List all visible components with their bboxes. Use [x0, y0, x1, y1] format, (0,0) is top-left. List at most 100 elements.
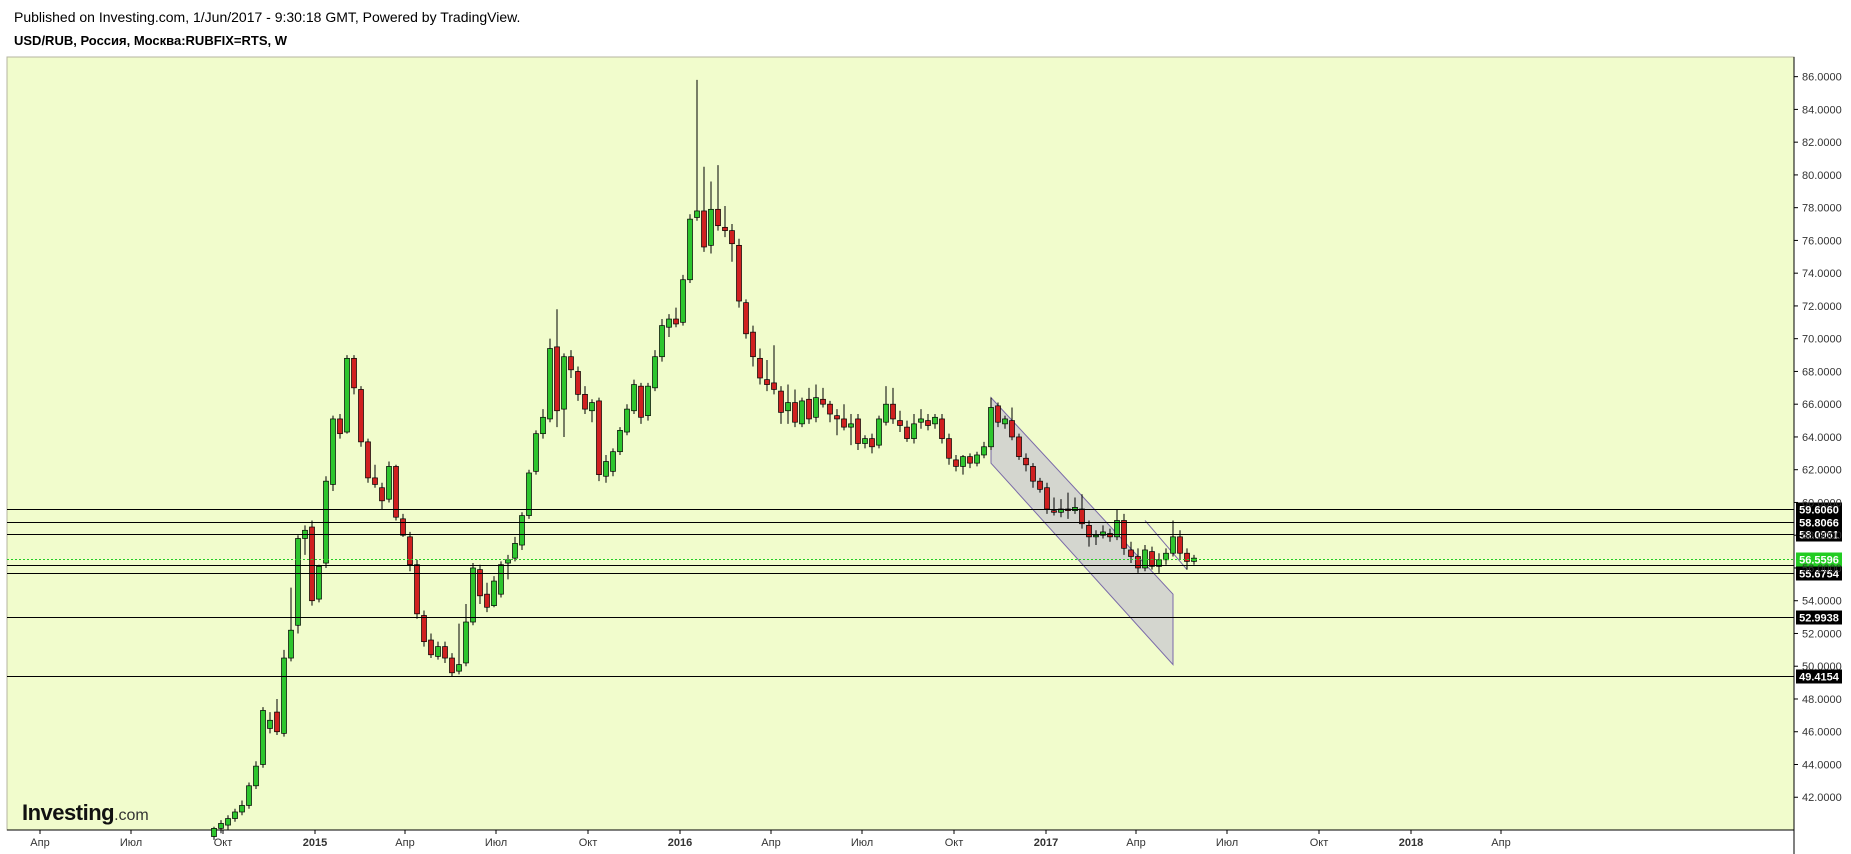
level-label: 49.4154	[1799, 672, 1840, 684]
candle	[729, 224, 735, 262]
candle	[659, 319, 665, 362]
candle-body-down	[673, 318, 679, 325]
candle	[722, 206, 728, 238]
candle	[449, 653, 455, 677]
candle	[512, 536, 518, 562]
time-tick-label: Окт	[214, 837, 233, 849]
candle	[260, 707, 266, 768]
candle	[421, 610, 427, 647]
candle-body-up	[540, 416, 546, 435]
level-label: 52.9938	[1799, 613, 1839, 625]
candle-body-up	[918, 418, 924, 423]
level-label-bg	[1796, 502, 1842, 517]
candle-body-down	[764, 379, 770, 385]
price-tick-label: 64.0000	[1802, 432, 1842, 444]
candle-body-down	[582, 394, 588, 410]
candle-body-up	[288, 629, 294, 659]
candle	[1023, 453, 1029, 472]
plot-area[interactable]	[6, 56, 1795, 831]
candle	[610, 448, 616, 477]
price-axis[interactable]	[1794, 57, 1851, 830]
candle	[393, 464, 399, 521]
candle	[1086, 520, 1092, 547]
candle-body-down	[358, 389, 364, 443]
price-tick-label: 54.0000	[1802, 596, 1842, 608]
candle	[477, 564, 483, 604]
candle-body-down	[421, 615, 427, 643]
candle-body-up	[708, 208, 714, 246]
candle-body-down	[372, 477, 378, 485]
candle	[645, 382, 651, 421]
candle	[988, 397, 994, 451]
candle-body-down	[736, 244, 742, 302]
candle	[666, 314, 672, 338]
candle	[883, 386, 889, 426]
candle-body-up	[211, 828, 217, 837]
candle	[701, 166, 707, 252]
candle-body-down	[1044, 487, 1050, 510]
candle-body-down	[1086, 525, 1092, 538]
candle	[1177, 530, 1183, 560]
candle-body-down	[953, 459, 959, 467]
price-tick-label: 74.0000	[1802, 268, 1842, 280]
candle-body-up	[1142, 549, 1148, 569]
candle-body-up	[687, 218, 693, 281]
time-tick-label: 2015	[303, 837, 327, 849]
candle-body-up	[246, 785, 252, 806]
candle-body-down	[701, 210, 707, 248]
candle-body-up	[645, 385, 651, 417]
price-tick-label: 58.0000	[1802, 530, 1842, 542]
candle	[568, 350, 574, 378]
candle	[428, 633, 434, 659]
candle-body-down	[407, 536, 413, 566]
candle	[470, 563, 476, 626]
candle-body-down	[1037, 480, 1043, 490]
candle	[736, 238, 742, 308]
time-tick-label: Апр	[761, 837, 780, 849]
candle-body-down	[568, 356, 574, 371]
candle-body-up	[1002, 418, 1008, 425]
price-tick-label: 86.0000	[1802, 72, 1842, 84]
candle-body-down	[1009, 420, 1015, 438]
trendline[interactable]	[1144, 520, 1188, 570]
candle	[694, 79, 700, 221]
candle-body-down	[554, 346, 560, 412]
candle-body-up	[848, 423, 854, 428]
price-tick-label: 84.0000	[1802, 104, 1842, 116]
candle-body-down	[400, 518, 406, 536]
candle-body-up	[659, 325, 665, 358]
candle-body-up	[456, 664, 462, 672]
candle-body-down	[827, 403, 833, 415]
candle-body-up	[330, 418, 336, 485]
level-label-bg	[1796, 515, 1842, 530]
candle-body-up	[680, 279, 686, 323]
candle	[533, 430, 539, 475]
candle	[617, 427, 623, 455]
candle	[624, 404, 630, 436]
time-axis-ticks: Апр Июл Окт 2015 Апр Июл Окт 2016 Апр Июл Окт 2017 А…	[30, 830, 1511, 849]
candle	[274, 698, 280, 736]
candle	[498, 561, 504, 598]
candle-body-up	[1114, 520, 1120, 538]
level-label-bg	[1796, 610, 1842, 625]
candle	[890, 387, 896, 424]
candle-body-down	[890, 403, 896, 420]
time-tick-label: Июл	[1216, 837, 1238, 849]
candle	[407, 531, 413, 572]
candle-body-down	[904, 426, 910, 439]
logo-suffix: .com	[114, 807, 149, 824]
candle-body-up	[652, 356, 658, 389]
price-tick-label: 70.0000	[1802, 334, 1842, 346]
candle	[288, 587, 294, 662]
level-label-bg	[1796, 527, 1842, 542]
candle-body-up	[1100, 531, 1106, 536]
candle-body-down	[743, 302, 749, 335]
candle-body-up	[561, 356, 567, 410]
candle-body-down	[274, 711, 280, 733]
price-tick-label: 42.0000	[1802, 792, 1842, 804]
candle	[792, 389, 798, 428]
candle	[918, 409, 924, 429]
candle-body-up	[260, 710, 266, 765]
candle-body-up	[435, 646, 441, 657]
